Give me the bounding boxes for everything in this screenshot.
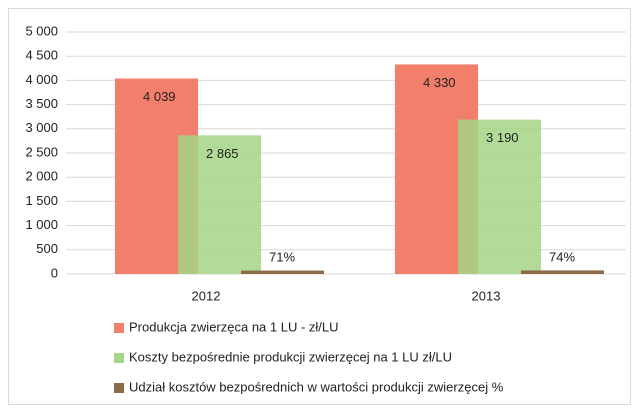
data-label: 71% (269, 249, 295, 264)
legend-label: Produkcja zwierzęca na 1 LU - zł/LU (129, 319, 339, 334)
y-tick-label: 2 500 (25, 144, 58, 159)
bar (241, 270, 324, 274)
y-tick-label: 4 000 (25, 72, 58, 87)
y-tick-label: 5 000 (25, 23, 58, 38)
y-tick-label: 1 000 (25, 217, 58, 232)
y-tick-label: 3 500 (25, 96, 58, 111)
bar (521, 270, 604, 274)
data-label: 3 190 (486, 130, 519, 145)
data-label: 74% (549, 249, 575, 264)
y-tick-label: 3 000 (25, 120, 58, 135)
legend-swatch (114, 383, 124, 393)
bar (458, 119, 541, 274)
y-tick-label: 0 (51, 265, 58, 280)
y-tick-label: 1 500 (25, 193, 58, 208)
legend-swatch (114, 323, 124, 333)
y-tick-label: 500 (36, 241, 58, 256)
data-label: 4 039 (143, 89, 176, 104)
y-tick-label: 2 000 (25, 169, 58, 184)
legend-swatch (114, 353, 124, 363)
data-label: 2 865 (206, 146, 239, 161)
legend-label: Koszty bezpośrednie produkcji zwierzęcej… (129, 349, 452, 364)
y-tick-label: 4 500 (25, 48, 58, 63)
data-label: 4 330 (423, 75, 456, 90)
x-tick-label: 2013 (472, 288, 501, 303)
bar (178, 135, 261, 274)
x-tick-label: 2012 (192, 288, 221, 303)
legend-label: Udział kosztów bezpośrednich w wartości … (129, 379, 504, 394)
